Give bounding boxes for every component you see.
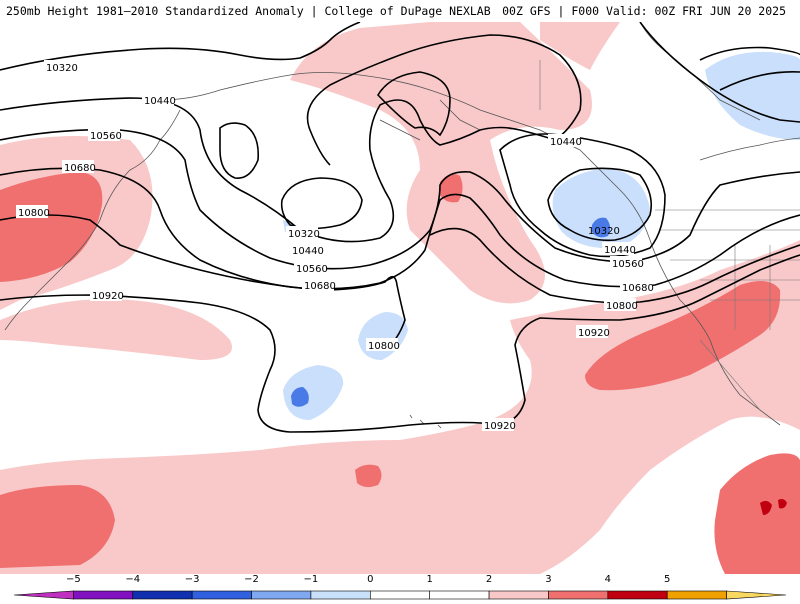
contour-label: 10920 [92,291,124,302]
contour-label: 10800 [18,208,50,219]
contour-label: 10560 [296,264,328,275]
contour-label: 10440 [604,245,636,256]
contour-label: 10320 [588,226,620,237]
contour-label: 10440 [144,96,176,107]
map-title: 250mb Height 1981–2010 Standardized Anom… [6,4,491,18]
colorbar-tick-label: −2 [244,574,259,585]
contour-label: 10920 [484,421,516,432]
contour-label: 10680 [304,281,336,292]
colorbar-segment [726,590,787,600]
height-contours [0,22,800,433]
colorbar-segment [13,590,74,600]
contour-label: 10440 [550,137,582,148]
colorbar-segment [310,590,371,600]
colorbar-tick-label: 2 [485,574,493,585]
colorbar-segment [73,590,134,600]
contour-label: 10320 [288,229,320,240]
map-header: 250mb Height 1981–2010 Standardized Anom… [0,0,800,22]
positive-anomaly-light [0,22,800,574]
anomaly-map: 10320 10440 10560 10680 10800 10920 1032… [0,22,800,574]
colorbar-tick-label: 4 [604,574,612,585]
colorbar-segment [132,590,193,600]
positive-anomaly-strong [760,499,787,515]
colorbar-tick-label: −4 [125,574,141,585]
negative-anomaly-medium [291,217,611,407]
colorbar-segment [429,590,490,600]
colorbar-segment [488,590,549,600]
colorbar-strip [13,590,787,600]
contour-label: 10920 [578,328,610,339]
model-valid-time: 00Z GFS | F000 Valid: 00Z FRI JUN 20 202… [502,4,786,18]
contour-label: 10560 [612,259,644,270]
colorbar-tick-label: −5 [66,574,81,585]
colorbar-tick-label: −3 [184,574,200,585]
political-borders [539,60,800,411]
colorbar-segment [607,590,668,600]
contour-label: 10800 [368,341,400,352]
contour-label: 10320 [46,63,78,74]
positive-anomaly-medium [0,172,800,574]
anomaly-colorbar: −5 −4 −3 −2 −1 0 1 2 3 4 5 [0,574,800,600]
colorbar-segment [370,590,430,600]
contour-label: 10440 [292,246,324,257]
contour-labels: 10320 10440 10560 10680 10800 10920 1032… [16,60,654,432]
colorbar-tick-label: 5 [664,574,671,585]
colorbar-segment [251,590,312,600]
colorbar-tick-label: 1 [426,574,433,585]
contour-label: 10680 [622,283,654,294]
colorbar-tick-label: −1 [303,574,319,585]
colorbar-tick-label: 0 [367,574,374,585]
colorbar-segment [666,590,727,600]
colorbar-segment [548,590,609,600]
colorbar-tick-label: 3 [545,574,552,585]
contour-label: 10680 [64,163,96,174]
colorbar-segment [191,590,252,600]
contour-label: 10560 [90,131,122,142]
contour-label: 10800 [606,301,638,312]
